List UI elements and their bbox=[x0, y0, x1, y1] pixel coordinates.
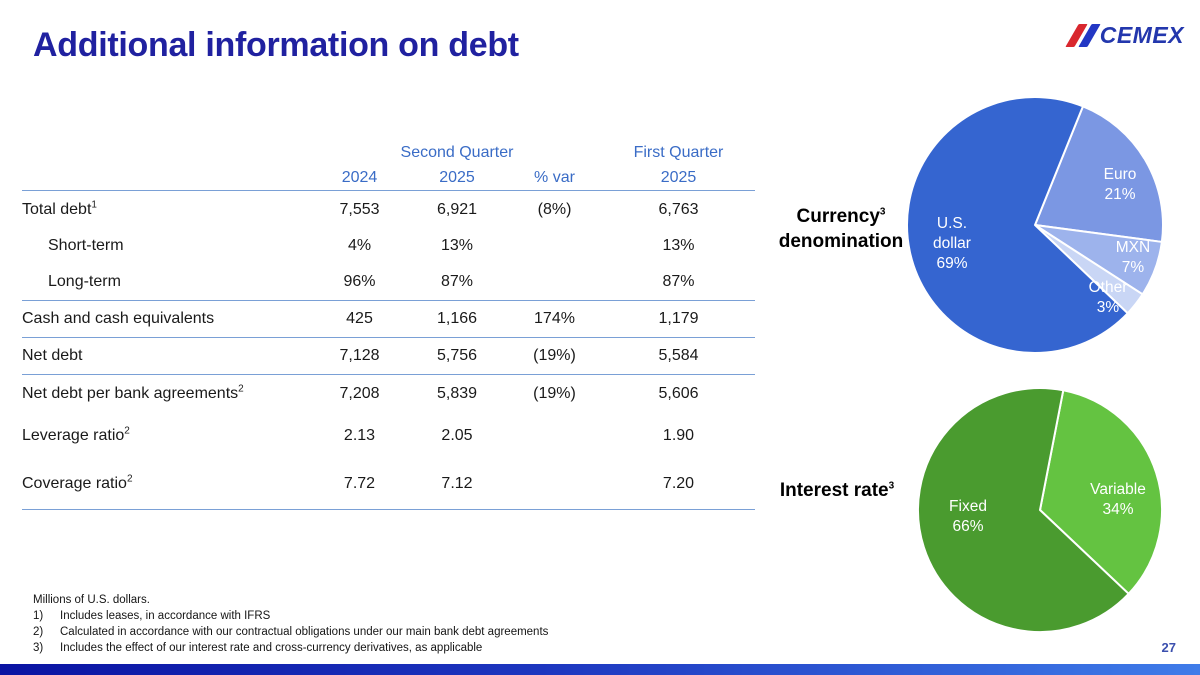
row-label: Long-term bbox=[48, 273, 121, 290]
interest-rate-pie-chart: Variable 34% Fixed 66% bbox=[916, 386, 1164, 634]
column-header-4: 2025 bbox=[660, 169, 697, 186]
row-label: Cash and cash equivalents bbox=[22, 310, 215, 327]
row-label: Coverage ratio2 bbox=[22, 473, 133, 492]
row-value: 5,756 bbox=[436, 347, 478, 364]
footnotes: Millions of U.S. dollars. 1) Includes lea… bbox=[33, 592, 548, 656]
currency-slice-euro bbox=[1034, 105, 1164, 243]
row-value: 7.12 bbox=[441, 475, 473, 492]
footnote-text: Calculated in accordance with our contra… bbox=[60, 626, 549, 638]
interest-slice-variable bbox=[1039, 389, 1163, 595]
row-value: 6,763 bbox=[658, 200, 699, 218]
interest-pie-svg bbox=[917, 387, 1163, 633]
footnote-item-3: 3) Includes the effect of our interest ra… bbox=[33, 640, 548, 656]
pie-slice-label-other: Other 3% bbox=[1088, 279, 1128, 316]
row-value: 1,179 bbox=[658, 310, 699, 327]
table-row: Coverage ratio2 7.72 7.12 7.20 bbox=[22, 459, 755, 509]
row-value: 96% bbox=[343, 273, 376, 290]
row-value: 2.05 bbox=[441, 427, 473, 444]
row-value: 425 bbox=[346, 310, 373, 327]
footnote-number: 3) bbox=[33, 642, 44, 654]
column-header-1: 2024 bbox=[341, 169, 378, 186]
footnote-item-2: 2) Calculated in accordance with our cont… bbox=[33, 624, 548, 640]
row-value: 7.20 bbox=[662, 475, 695, 492]
row-value: 87% bbox=[662, 273, 695, 290]
group-header-first-quarter: First Quarter bbox=[633, 144, 724, 161]
page-title: Additional information on debt bbox=[33, 26, 519, 64]
row-value: 5,584 bbox=[658, 347, 699, 364]
row-value: 1.90 bbox=[662, 427, 695, 444]
footnote-text: Includes leases, in accordance with IFRS bbox=[60, 610, 271, 622]
table-row: Long-term 96% 87% 87% bbox=[22, 264, 755, 300]
row-value: 7,128 bbox=[339, 347, 380, 364]
footnote-number: 2) bbox=[33, 626, 44, 638]
interest-slice-fixed bbox=[917, 387, 1130, 633]
debt-summary-table: Second Quarter First Quarter 2024 2025 % var… bbox=[22, 140, 755, 510]
row-value: 5,839 bbox=[436, 385, 478, 402]
footnote-units: Millions of U.S. dollars. bbox=[33, 594, 150, 606]
row-value: 13% bbox=[662, 237, 695, 254]
row-label: Short-term bbox=[48, 237, 124, 254]
table-separator bbox=[22, 509, 755, 510]
row-value: 7,553 bbox=[339, 200, 380, 218]
logo-wordmark: CEMEX bbox=[1099, 21, 1184, 48]
row-value: 4% bbox=[347, 237, 372, 254]
currency-slice-u-s-dollar bbox=[906, 96, 1129, 354]
group-header-second-quarter: Second Quarter bbox=[400, 144, 514, 161]
page-number: 27 bbox=[1161, 640, 1176, 655]
table-row: Short-term 4% 13% 13% bbox=[22, 228, 755, 264]
footnote-number: 1) bbox=[33, 610, 44, 622]
table-separator bbox=[22, 300, 755, 301]
table-row: Cash and cash equivalents 425 1,166 174% 1,1… bbox=[22, 301, 755, 337]
pie-slice-label-u-s-dollar: U.S. dollar 69% bbox=[933, 215, 971, 272]
cemex-logo: CEMEX bbox=[1065, 21, 1184, 49]
row-label: Total debt1 bbox=[22, 199, 97, 218]
table-group-header-row: Second Quarter First Quarter bbox=[22, 140, 755, 166]
table-separator bbox=[22, 337, 755, 338]
footnote-text: Includes the effect of our interest rate… bbox=[60, 642, 483, 654]
row-label: Leverage ratio2 bbox=[22, 425, 130, 444]
interest-rate-label: Interest rate3 bbox=[779, 480, 895, 501]
pie-slice-label-euro: Euro 21% bbox=[1103, 166, 1137, 203]
table-row: Net debt 7,128 5,756 (19%) 5,584 bbox=[22, 338, 755, 374]
table-row: Net debt per bank agreements2 7,208 5,839 (… bbox=[22, 375, 755, 413]
row-label: Net debt bbox=[22, 347, 83, 364]
footer-accent-bar bbox=[0, 664, 1200, 675]
column-header-2: 2025 bbox=[439, 169, 475, 186]
column-header-3: % var bbox=[534, 169, 575, 186]
row-value: (19%) bbox=[533, 385, 576, 402]
footnote-item-1: 1) Includes leases, in accordance with IF… bbox=[33, 608, 548, 624]
row-label: Net debt per bank agreements2 bbox=[22, 383, 244, 402]
table-column-header-row: 2024 2025 % var 2025 bbox=[22, 166, 755, 190]
row-value: 6,921 bbox=[436, 200, 478, 218]
row-value: 2.13 bbox=[343, 427, 376, 444]
currency-pie-chart: Euro 21% MXN 7% Other 3% U.S. dollar 69% bbox=[905, 95, 1165, 355]
row-value: 87% bbox=[440, 273, 474, 290]
row-value: 7,208 bbox=[339, 385, 380, 402]
currency-denomination-label: Currency3 denomination bbox=[778, 206, 904, 252]
row-value: 7.72 bbox=[343, 475, 376, 492]
row-value: (19%) bbox=[533, 347, 576, 364]
table-separator bbox=[22, 374, 755, 375]
pie-slice-label-variable: Variable 34% bbox=[1090, 481, 1146, 518]
table-row: Total debt1 7,553 6,921 (8%) 6,763 bbox=[22, 191, 755, 228]
row-value: (8%) bbox=[537, 200, 572, 218]
row-value: 5,606 bbox=[658, 385, 699, 402]
table-row: Leverage ratio2 2.13 2.05 1.90 bbox=[22, 413, 755, 459]
currency-pie-svg bbox=[906, 96, 1164, 354]
row-value: 1,166 bbox=[436, 310, 478, 327]
pie-slice-label-mxn: MXN 7% bbox=[1115, 239, 1151, 276]
pie-slice-label-fixed: Fixed 66% bbox=[949, 498, 987, 535]
row-value: 174% bbox=[534, 310, 575, 327]
table-separator bbox=[22, 190, 755, 191]
row-value: 13% bbox=[440, 237, 474, 254]
